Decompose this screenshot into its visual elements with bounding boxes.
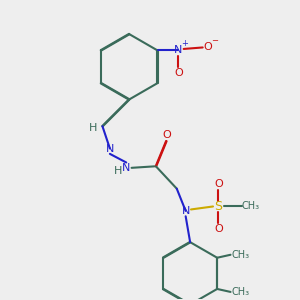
- Text: H: H: [114, 167, 122, 176]
- Text: −: −: [211, 36, 218, 45]
- Text: H: H: [89, 123, 98, 133]
- Text: O: O: [214, 224, 223, 234]
- Text: N: N: [106, 143, 114, 154]
- Text: O: O: [214, 179, 223, 189]
- Text: CH₃: CH₃: [242, 202, 260, 212]
- Text: O: O: [174, 68, 183, 78]
- Text: CH₃: CH₃: [232, 250, 250, 260]
- Text: N: N: [122, 163, 130, 173]
- Text: O: O: [162, 130, 171, 140]
- Text: N: N: [174, 45, 182, 56]
- Text: +: +: [182, 39, 188, 48]
- Text: CH₃: CH₃: [232, 287, 250, 297]
- Text: N: N: [182, 206, 190, 216]
- Text: O: O: [204, 43, 212, 52]
- Text: S: S: [214, 200, 222, 213]
